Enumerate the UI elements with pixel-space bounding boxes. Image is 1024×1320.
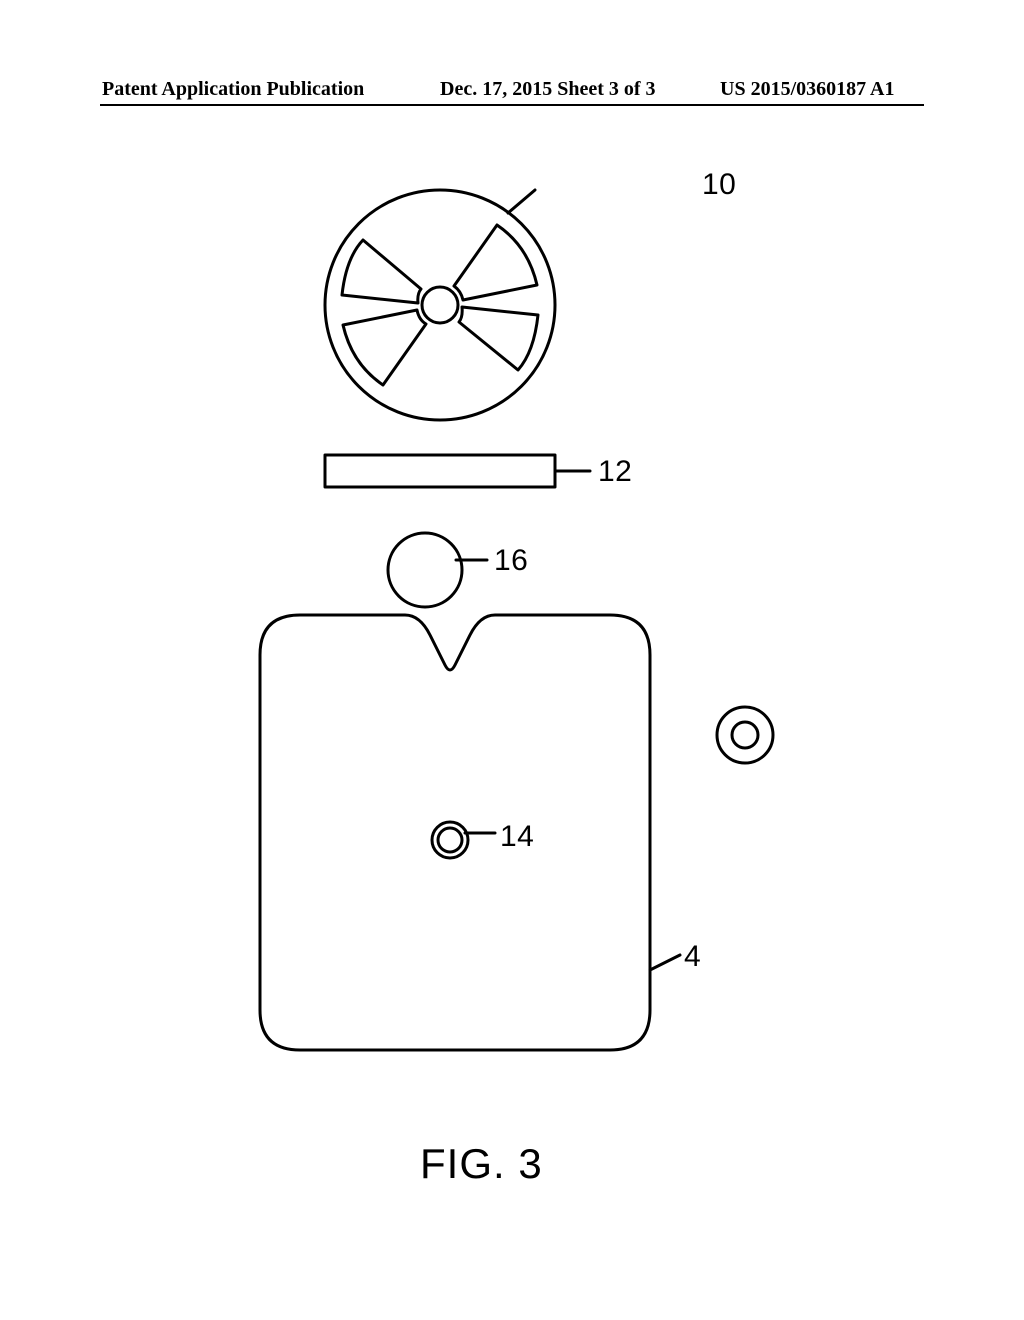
header-left: Patent Application Publication: [102, 78, 364, 101]
header-rule: [100, 104, 924, 106]
header-right: US 2015/0360187 A1: [720, 78, 894, 101]
side-ring-inner: [732, 722, 758, 748]
fan-blades: [342, 225, 538, 385]
container-4: [260, 615, 650, 1050]
label-16: 16: [494, 544, 528, 578]
ball-16: [388, 533, 462, 607]
fan-hub: [422, 287, 458, 323]
label-4: 4: [684, 940, 701, 974]
ref14-inner: [438, 828, 462, 852]
header-center: Dec. 17, 2015 Sheet 3 of 3: [440, 78, 656, 101]
side-ring-outer: [717, 707, 773, 763]
fan-outer-circle: [325, 190, 555, 420]
bar-12: [325, 455, 555, 487]
label-14: 14: [500, 820, 534, 854]
figure-caption: FIG. 3: [420, 1140, 543, 1188]
label-12: 12: [598, 455, 632, 489]
leader-10: [508, 190, 535, 213]
patent-figure: [0, 160, 1024, 1160]
label-10: 10: [702, 168, 736, 202]
leader-4: [650, 955, 680, 970]
page: Patent Application Publication Dec. 17, …: [0, 0, 1024, 1320]
